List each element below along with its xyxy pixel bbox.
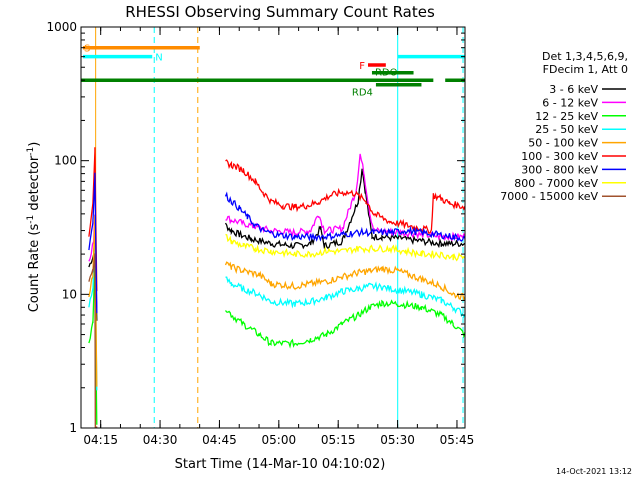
legend-label-8: 800 - 7000 keV (514, 177, 598, 190)
y-axis-label: Count Rate (s-1 detector-1) (26, 142, 42, 313)
legend-label-9: 7000 - 15000 keV (500, 190, 598, 203)
svg-text:Count Rate (s-1 detector-1): Count Rate (s-1 detector-1) (26, 142, 42, 313)
x-tick-label-0: 04:15 (83, 433, 118, 447)
legend-label-4: 25 - 50 keV (535, 123, 598, 136)
series-line-4 (88, 229, 465, 391)
legend-label-1: 3 - 6 keV (549, 83, 598, 96)
legend-label-2: 6 - 12 keV (542, 96, 598, 109)
y-tick-label-1: 10 (62, 287, 77, 301)
y-tick-label-0: 1 (69, 421, 77, 435)
legend-label-3: 12 - 25 keV (535, 110, 598, 123)
x-tick-label-6: 05:45 (440, 433, 475, 447)
legend-header-0: Det 1,3,4,5,6,9, (542, 50, 628, 63)
y-tick-label-2: 100 (54, 154, 77, 168)
flag-label-7: RD4 (352, 88, 373, 99)
x-tick-label-5: 05:30 (380, 433, 415, 447)
chart-title: RHESSI Observing Summary Count Rates (125, 3, 435, 21)
footer-timestamp: 14-Oct-2021 13:12 (556, 467, 632, 476)
flag-label-3: F (359, 61, 365, 72)
x-tick-label-4: 05:15 (321, 433, 356, 447)
legend: Det 1,3,4,5,6,9,FDecim 1, Att 0 3 - 6 keV… (500, 50, 628, 203)
plot-frame (80, 26, 466, 429)
series-line-8 (225, 233, 465, 262)
legend-header-1: FDecim 1, Att 0 (543, 63, 628, 76)
legend-label-7: 300 - 800 keV (521, 163, 598, 176)
legend-label-6: 100 - 300 keV (521, 150, 598, 163)
x-tick-label-1: 04:30 (143, 433, 178, 447)
x-axis-label: Start Time (14-Mar-10 04:10:02) (175, 457, 386, 472)
series-line-5 (88, 215, 465, 387)
flag-label-0: S (84, 44, 90, 55)
flag-label-6: RDO (375, 68, 398, 79)
series-line-7 (88, 172, 465, 314)
legend-label-5: 50 - 100 keV (528, 137, 598, 150)
series-line-6 (88, 147, 465, 292)
x-tick-label-2: 04:45 (202, 433, 237, 447)
x-tick-label-3: 05:00 (262, 433, 297, 447)
axes: 04:15 04:30 04:45 05:00 05:15 05:30 05:45 1 10 10… (46, 20, 474, 447)
y-tick-label-3: 1000 (46, 20, 77, 34)
flag-label-1: N (155, 53, 162, 64)
series-line-1 (88, 168, 465, 321)
